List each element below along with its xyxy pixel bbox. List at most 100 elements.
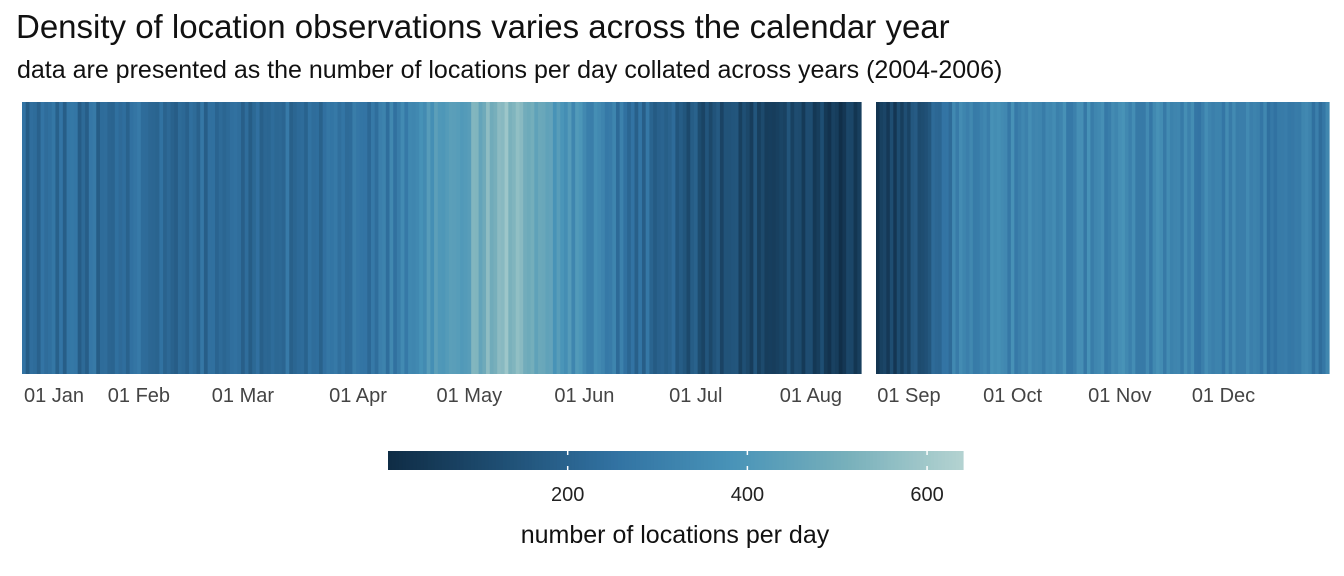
day-tile bbox=[1205, 102, 1209, 374]
day-tile bbox=[616, 102, 620, 374]
colorbar-slice bbox=[582, 451, 586, 470]
day-tile bbox=[1153, 102, 1157, 374]
day-tile bbox=[931, 102, 935, 374]
day-tile bbox=[193, 102, 197, 374]
day-tile bbox=[334, 102, 338, 374]
day-tile bbox=[1115, 102, 1119, 374]
colorbar-slice bbox=[672, 451, 676, 470]
day-tile bbox=[1170, 102, 1174, 374]
day-tile bbox=[757, 102, 761, 374]
day-tile bbox=[226, 102, 230, 374]
day-tile bbox=[813, 102, 817, 374]
colorbar-slice bbox=[525, 451, 529, 470]
day-tile bbox=[857, 102, 861, 374]
colorbar-slice bbox=[866, 451, 870, 470]
colorbar-gradient bbox=[388, 451, 964, 470]
colorbar-slice bbox=[489, 451, 493, 470]
day-tile bbox=[1052, 102, 1056, 374]
day-tile bbox=[115, 102, 119, 374]
colorbar-slice bbox=[629, 451, 633, 470]
colorbar-slice bbox=[862, 451, 866, 470]
colorbar-slice bbox=[546, 451, 550, 470]
colorbar-slice bbox=[740, 451, 744, 470]
colorbar-slice bbox=[539, 451, 543, 470]
colorbar-slice bbox=[453, 451, 457, 470]
day-tile bbox=[1032, 102, 1036, 374]
day-tile bbox=[29, 102, 33, 374]
colorbar-slice bbox=[424, 451, 428, 470]
day-tile bbox=[1194, 102, 1198, 374]
day-tile bbox=[1270, 102, 1274, 374]
x-tick-label: 01 Apr bbox=[329, 385, 387, 407]
colorbar-slice bbox=[791, 451, 795, 470]
day-tile bbox=[907, 102, 911, 374]
colorbar-slice bbox=[909, 451, 913, 470]
day-tile bbox=[393, 102, 397, 374]
colorbar-slice bbox=[467, 451, 471, 470]
day-tile bbox=[1139, 102, 1143, 374]
day-tile bbox=[1281, 102, 1285, 374]
day-tile bbox=[962, 102, 966, 374]
day-tile bbox=[460, 102, 464, 374]
colorbar-slice bbox=[392, 451, 396, 470]
colorbar-slice bbox=[661, 451, 665, 470]
day-tile bbox=[675, 102, 679, 374]
day-tile bbox=[434, 102, 438, 374]
colorbar-slice bbox=[589, 451, 593, 470]
day-tile bbox=[605, 102, 609, 374]
day-tile bbox=[1122, 102, 1126, 374]
day-tile bbox=[297, 102, 301, 374]
day-tile bbox=[1326, 102, 1330, 374]
day-tile bbox=[174, 102, 178, 374]
day-tile bbox=[85, 102, 89, 374]
day-tile bbox=[683, 102, 687, 374]
x-tick-label: 01 Dec bbox=[1192, 385, 1255, 407]
day-tile bbox=[1087, 102, 1091, 374]
day-tile bbox=[924, 102, 928, 374]
colorbar-slice bbox=[643, 451, 647, 470]
colorbar-slice bbox=[410, 451, 414, 470]
day-tile bbox=[479, 102, 483, 374]
day-tile bbox=[679, 102, 683, 374]
colorbar-slice bbox=[819, 451, 823, 470]
day-tile bbox=[1000, 102, 1004, 374]
day-tile bbox=[1312, 102, 1316, 374]
colorbar-slice bbox=[521, 451, 525, 470]
day-tile bbox=[594, 102, 598, 374]
day-tile bbox=[914, 102, 918, 374]
day-tile bbox=[1011, 102, 1015, 374]
day-tile bbox=[1125, 102, 1129, 374]
day-tile bbox=[938, 102, 942, 374]
day-tile bbox=[338, 102, 342, 374]
day-tile bbox=[111, 102, 115, 374]
day-tile bbox=[635, 102, 639, 374]
colorbar-slice bbox=[801, 451, 805, 470]
day-tile bbox=[401, 102, 405, 374]
colorbar-slice bbox=[873, 451, 877, 470]
day-tile bbox=[248, 102, 252, 374]
day-tile bbox=[983, 102, 987, 374]
day-tile bbox=[1014, 102, 1018, 374]
day-tile bbox=[404, 102, 408, 374]
colorbar-slice bbox=[550, 451, 554, 470]
day-tile bbox=[687, 102, 691, 374]
day-tile bbox=[159, 102, 163, 374]
colorbar-slice bbox=[722, 451, 726, 470]
colorbar-slice bbox=[870, 451, 874, 470]
colorbar-slice bbox=[773, 451, 777, 470]
day-tile bbox=[904, 102, 908, 374]
day-tile bbox=[1288, 102, 1292, 374]
colorbar-slice bbox=[805, 451, 809, 470]
colorbar-slice bbox=[769, 451, 773, 470]
day-tile bbox=[37, 102, 41, 374]
day-tile bbox=[512, 102, 516, 374]
colorbar-slice bbox=[636, 451, 640, 470]
day-tile bbox=[1246, 102, 1250, 374]
day-tile bbox=[107, 102, 111, 374]
day-tile bbox=[326, 102, 330, 374]
colorbar-slice bbox=[906, 451, 910, 470]
day-tile bbox=[178, 102, 182, 374]
day-tile bbox=[449, 102, 453, 374]
colorbar-slice bbox=[765, 451, 769, 470]
day-tile bbox=[182, 102, 186, 374]
